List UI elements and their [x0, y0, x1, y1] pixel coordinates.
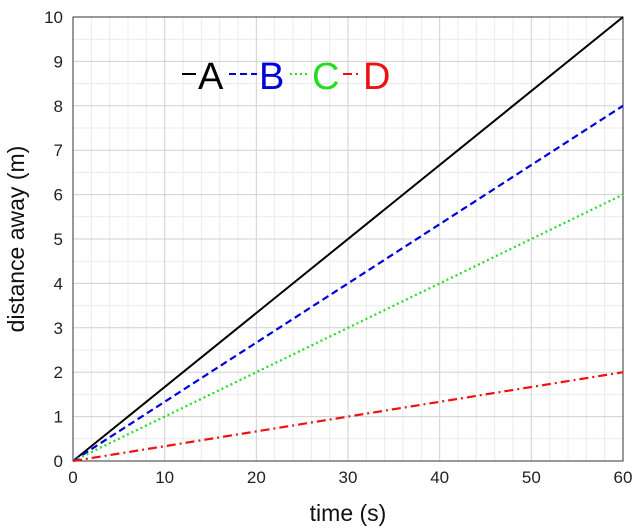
y-axis-title: distance away (m) [3, 146, 29, 333]
y-tick-label: 5 [54, 230, 63, 249]
legend-label-c: C [312, 56, 339, 98]
series-line-b [72, 104, 624, 462]
y-tick-label: 0 [54, 452, 63, 471]
y-tick-label: 9 [54, 52, 63, 71]
y-tick-label: 7 [54, 141, 63, 160]
plot-frame [72, 16, 624, 462]
series-layer [72, 16, 624, 463]
x-tick-label: 20 [247, 468, 266, 487]
x-tick-label: 50 [522, 468, 541, 487]
y-tick-label: 6 [54, 186, 63, 205]
x-tick-label: 60 [614, 468, 633, 487]
x-axis-title: time (s) [310, 500, 387, 526]
y-tick-label: 1 [54, 408, 63, 427]
y-tick-label: 3 [54, 319, 63, 338]
x-tick-label: 40 [430, 468, 449, 487]
y-tick-label: 8 [54, 97, 63, 116]
legend-label-d: D [363, 56, 390, 98]
legend-label-b: B [259, 56, 284, 98]
x-tick-label: 0 [68, 468, 77, 487]
series-line-c [72, 193, 624, 462]
y-axis-ticks: 0 1 2 3 4 5 6 7 8 9 10 [44, 8, 63, 471]
x-tick-label: 10 [155, 468, 174, 487]
x-axis-ticks: 0 10 20 30 40 50 60 [68, 468, 632, 487]
y-tick-label: 10 [44, 8, 63, 27]
legend-label-a: A [198, 56, 224, 98]
x-tick-label: 30 [339, 468, 358, 487]
series-line-d [72, 371, 624, 463]
y-tick-label: 4 [54, 274, 63, 293]
y-tick-label: 2 [54, 363, 63, 382]
series-line-a [72, 16, 624, 462]
